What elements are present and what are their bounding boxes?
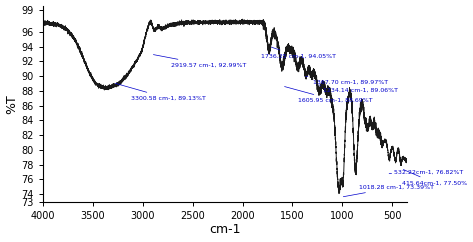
Text: 415.64cm-1, 77.50%: 415.64cm-1, 77.50% (403, 170, 467, 186)
Text: 532.22cm-1, 76.82%T: 532.22cm-1, 76.82%T (389, 170, 464, 175)
X-axis label: cm-1: cm-1 (209, 223, 241, 236)
Text: 1234.14 cm-1, 89.06%T: 1234.14 cm-1, 89.06%T (319, 85, 398, 93)
Text: 3300.58 cm-1, 89.13%T: 3300.58 cm-1, 89.13%T (115, 83, 205, 101)
Text: 1736.25 cm-1, 94.05%T: 1736.25 cm-1, 94.05%T (261, 47, 335, 59)
Text: 1018.28 cm-1, 73.39%T: 1018.28 cm-1, 73.39%T (343, 184, 434, 197)
Text: 1367.70 cm-1, 89.97%T: 1367.70 cm-1, 89.97%T (306, 76, 388, 84)
Text: 1605.95 cm-1, 88.69%T: 1605.95 cm-1, 88.69%T (285, 87, 373, 103)
Text: 2919.57 cm-1, 92.99%T: 2919.57 cm-1, 92.99%T (153, 55, 246, 68)
Y-axis label: %T: %T (6, 94, 18, 114)
